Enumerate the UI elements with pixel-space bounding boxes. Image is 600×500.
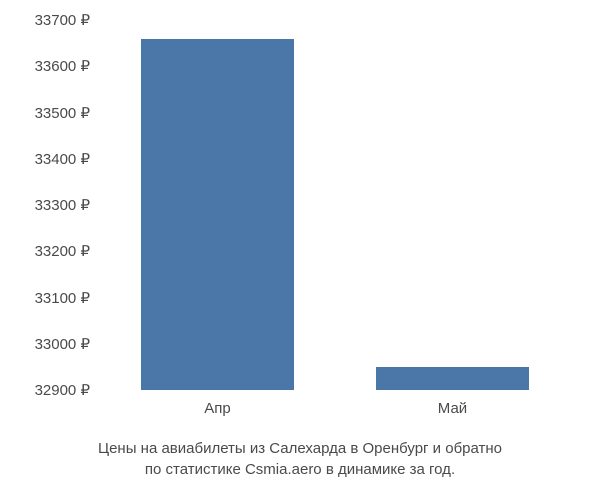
y-tick-label: 33100 ₽ xyxy=(35,289,90,307)
caption-line-1: Цены на авиабилеты из Салехарда в Оренбу… xyxy=(0,438,600,459)
y-tick-label: 33400 ₽ xyxy=(35,150,90,168)
plot-area xyxy=(100,20,570,390)
x-tick-label: Май xyxy=(438,400,467,417)
bar xyxy=(141,39,294,391)
y-axis: 32900 ₽33000 ₽33100 ₽33200 ₽33300 ₽33400… xyxy=(10,20,95,390)
price-chart: 32900 ₽ 33000 ₽ 33100 ₽ 33200 ₽ 33300 ₽ 33400… xyxy=(10,10,590,430)
x-axis: Апр Май xyxy=(100,395,570,425)
x-tick-label: Апр xyxy=(204,400,230,417)
y-tick-label: 33500 ₽ xyxy=(35,104,90,122)
caption-line-2: по статистике Csmia.aero в динамике за г… xyxy=(0,459,600,480)
y-tick-label: 32900 ₽ xyxy=(35,381,90,399)
bar xyxy=(376,367,529,390)
y-tick-label: 33000 ₽ xyxy=(35,335,90,353)
y-tick-label: 33200 ₽ xyxy=(35,242,90,260)
chart-caption: Цены на авиабилеты из Салехарда в Оренбу… xyxy=(0,438,600,480)
y-tick-label: 33700 ₽ xyxy=(35,11,90,29)
y-tick-label: 33600 ₽ xyxy=(35,57,90,75)
y-tick-label: 33300 ₽ xyxy=(35,196,90,214)
